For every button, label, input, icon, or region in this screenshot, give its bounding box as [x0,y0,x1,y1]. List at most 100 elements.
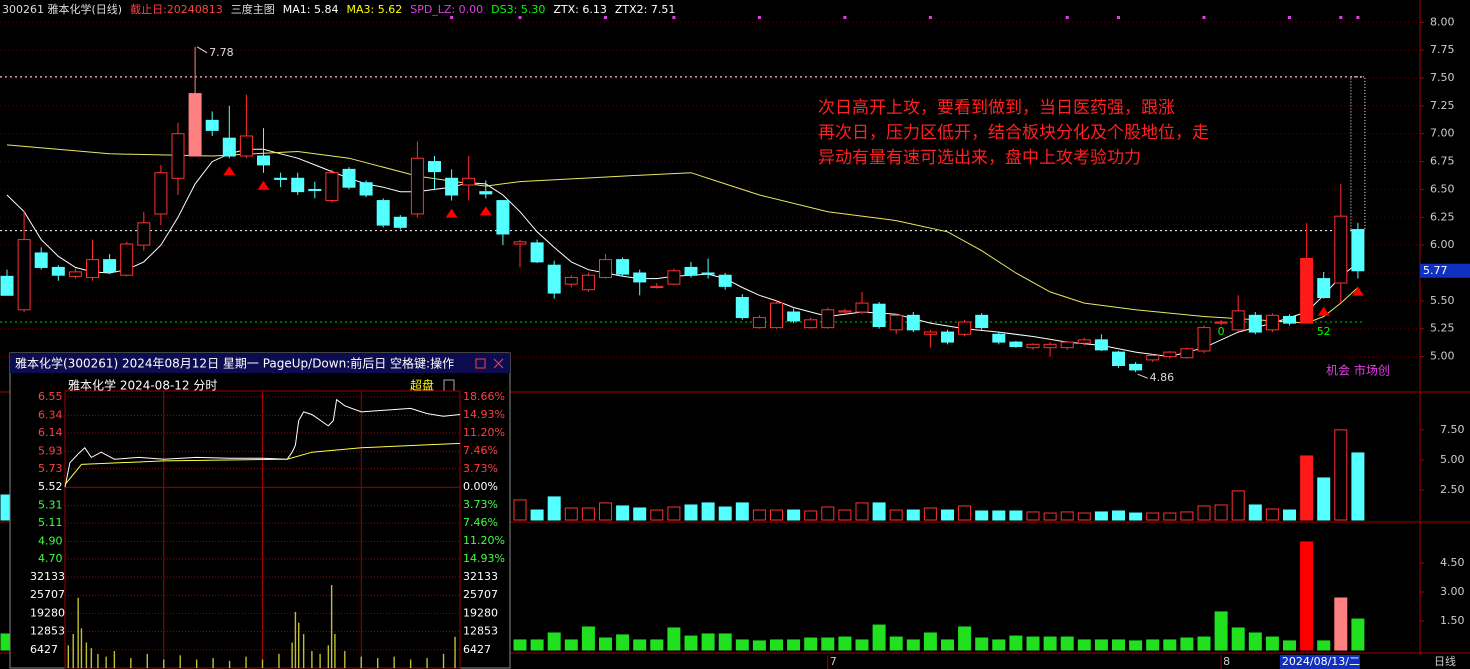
signal-dot [604,16,607,19]
volume-bar [294,611,297,668]
bar [564,639,578,651]
bar [684,635,698,651]
bar [1077,639,1091,651]
bar [992,510,1006,521]
volume-bar [245,656,247,668]
candle-body [855,302,869,313]
volume-bar [179,655,181,668]
volume-tick-label: 12853 [30,625,65,638]
candle-body [735,297,749,319]
bar [975,510,989,521]
extreme-arrow [1137,373,1148,379]
bar [1009,510,1023,521]
counter-label: 52 [1317,325,1331,338]
candle-body [462,177,476,186]
bar [1265,636,1279,651]
volume-tick-label: 19280 [463,606,498,619]
candle-body [274,177,288,180]
bar [958,626,972,651]
price-line [64,398,461,488]
y-tick-label: 5.25 [1430,322,1455,335]
bar [804,510,818,521]
signal-dot [928,16,932,19]
candle-body [308,188,322,192]
candle-body [1094,339,1108,351]
bar [530,509,544,521]
buy-signal [1317,306,1330,316]
bar [564,507,578,521]
y2-tick-label: 18.66% [463,390,505,403]
bar [1094,639,1108,651]
volume-bar [344,651,346,668]
volume-bar [163,659,165,668]
bar [547,496,561,521]
bar [770,639,783,651]
volume-tick-label: 25707 [463,588,498,601]
bar [616,634,630,651]
candle-body [941,331,954,343]
bar [941,509,954,521]
y-tick-label: 6.50 [1430,182,1455,195]
bar [633,507,647,521]
y-tick-label: 5.73 [38,462,63,475]
signal-dot [450,16,454,19]
candle-body [718,274,732,287]
bar [718,506,732,521]
volume-bar [327,645,330,668]
bar [530,639,544,651]
candle-body [599,259,612,278]
volume-bar [442,653,445,668]
y-tick-label: 5.50 [1430,294,1455,307]
buy-signal [257,180,270,190]
candle-body [359,182,373,196]
date-box [1279,655,1360,669]
candle-body [838,310,852,313]
volume-bar [212,658,214,668]
volume-bar [278,653,280,668]
volume-bar [377,658,379,668]
annotation: 次日高开上攻，要看到做到，当日医药强，跟涨 [818,98,1175,118]
candle-body [393,216,407,228]
candle-body [667,270,681,285]
bar [1043,512,1057,521]
volume-bar [360,656,362,668]
volume-bar [72,634,74,668]
window-button[interactable] [475,358,486,369]
bar [1300,541,1314,651]
y2-tick-label: 14.93% [463,408,505,421]
volume-tick-label: 32133 [463,570,498,583]
candle-body [1146,354,1160,361]
candle-body [701,272,715,275]
ma-line [6,144,1359,324]
bar [513,499,527,521]
bar [1197,505,1211,521]
candle-body [975,314,989,329]
candle-body [564,276,578,285]
bar [1060,636,1074,651]
period: 日线 [1434,654,1456,668]
candle-body [171,133,185,179]
candle-body [17,239,31,311]
candle-body [154,172,168,215]
y-tick-label: 6.34 [38,408,63,421]
candle-body [1351,229,1365,272]
y-tick-label: 6.25 [1430,210,1455,223]
close-button[interactable] [493,358,504,369]
candle-body [513,241,527,245]
candle-body [1197,327,1211,352]
price-line [64,442,461,485]
bar [923,507,937,521]
tag: 机会 市场创 [1326,363,1390,378]
bar [1009,635,1023,651]
bar [1283,640,1296,651]
bar [1265,508,1279,521]
bar [1214,504,1228,521]
y-tick-label: 6.55 [38,390,63,403]
popup-button[interactable]: 超盘 [410,378,434,393]
bar [1129,640,1143,651]
bar [1026,511,1040,521]
candle-body [103,259,117,273]
signal-dot [1288,16,1291,19]
